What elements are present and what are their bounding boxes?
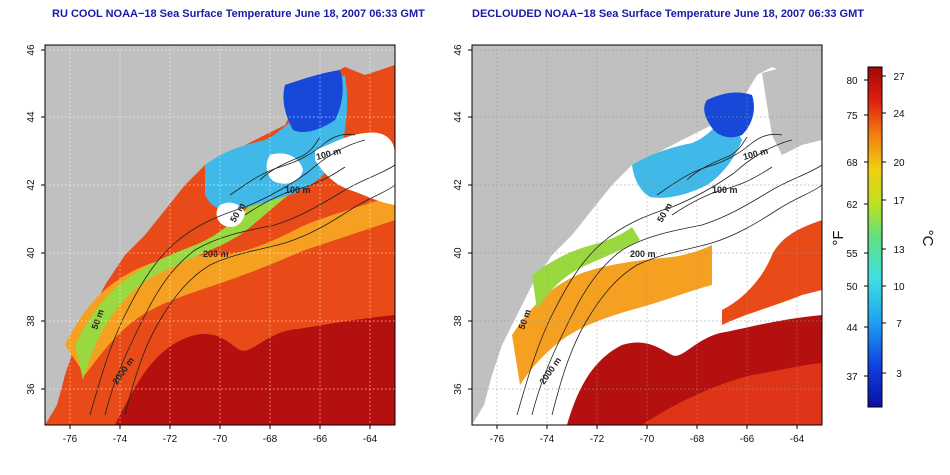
lon-tick-label: -68 (690, 434, 705, 445)
lon-tick-label: -70 (213, 434, 228, 445)
contour-label-100m: 100 m (285, 185, 311, 195)
fahrenheit-tick: 37 (846, 372, 858, 383)
mid-temperature-band (512, 245, 712, 385)
fahrenheit-tick: 68 (846, 158, 858, 169)
celsius-tick: 3 (896, 369, 902, 380)
cloud-mask-region (266, 153, 303, 184)
lat-tick-label: 46 (26, 44, 37, 56)
shelf-water-band (532, 227, 640, 310)
cold-water-patch (283, 70, 343, 132)
right-map-title: DECLOUDED NOAA−18 Sea Surface Temperatur… (472, 8, 864, 20)
lon-tick-label: -76 (490, 434, 505, 445)
lon-tick-label: -76 (63, 434, 78, 445)
celsius-tick: 20 (893, 158, 905, 169)
fahrenheit-tick: 55 (846, 249, 858, 260)
lon-tick-label: -72 (163, 434, 178, 445)
lon-tick-label: -70 (640, 434, 655, 445)
contour-label-200m: 200 m (630, 249, 656, 259)
celsius-tick: 7 (896, 319, 902, 330)
fahrenheit-tick: 50 (846, 282, 858, 293)
lat-tick-label: 42 (453, 179, 464, 191)
fahrenheit-tick: 62 (846, 200, 858, 211)
lon-tick-label: -64 (363, 434, 378, 445)
lon-tick-label: -74 (540, 434, 555, 445)
lat-tick-label: 38 (453, 315, 464, 327)
fahrenheit-tick: 80 (846, 76, 858, 87)
left-lon-axis: -76 -74 -72 -70 -68 -66 -64 (63, 425, 378, 445)
temperature-colorbar: 80 75 68 62 55 50 44 37 27 24 20 17 13 1… (830, 66, 936, 408)
shelf-water-band (75, 177, 295, 380)
lat-tick-label: 36 (453, 383, 464, 395)
celsius-tick: 27 (893, 72, 905, 83)
fahrenheit-tick: 75 (846, 111, 858, 122)
lon-tick-label: -66 (740, 434, 755, 445)
lon-tick-label: -72 (590, 434, 605, 445)
celsius-tick: 13 (893, 245, 905, 256)
lat-tick-label: 38 (26, 315, 37, 327)
lat-tick-label: 44 (26, 111, 37, 123)
ocean-warm-area (642, 363, 822, 425)
left-map-title: RU COOL NOAA−18 Sea Surface Temperature … (52, 8, 425, 20)
lon-tick-label: -68 (263, 434, 278, 445)
contour-label-100m: 100 m (712, 185, 738, 195)
gulf-of-maine-cool-water (632, 115, 742, 198)
cloud-mask-region (216, 202, 245, 227)
celsius-axis-label: °C (919, 230, 936, 247)
cold-water-patch (704, 92, 754, 138)
graticule (472, 45, 822, 425)
celsius-tick: 24 (893, 109, 905, 120)
celsius-tick: 10 (893, 282, 905, 293)
lat-tick-label: 42 (26, 179, 37, 191)
right-lat-axis: 36 38 40 42 44 46 (453, 44, 472, 395)
right-lon-axis: -76 -74 -72 -70 -68 -66 -64 (490, 425, 805, 445)
gulf-stream-warm-core (115, 315, 395, 425)
colorbar-gradient (867, 66, 883, 408)
celsius-tick: 17 (893, 196, 905, 207)
mid-temperature-band (65, 195, 395, 375)
lat-tick-label: 36 (26, 383, 37, 395)
right-map-panel: 100 m 100 m 50 m 200 m 50 m 2000 m (471, 44, 823, 426)
lon-tick-label: -66 (313, 434, 328, 445)
lat-tick-label: 44 (453, 111, 464, 123)
cloud-mask-region (315, 132, 395, 205)
lon-tick-label: -64 (790, 434, 805, 445)
fahrenheit-axis-label: °F (830, 230, 847, 245)
contour-label-200m: 200 m (203, 249, 229, 259)
lat-tick-label: 46 (453, 44, 464, 56)
lon-tick-label: -74 (113, 434, 128, 445)
left-lat-axis: 36 38 40 42 44 46 (26, 44, 45, 395)
graticule (45, 45, 395, 425)
fahrenheit-tick: 44 (846, 323, 858, 334)
lat-tick-label: 40 (453, 247, 464, 259)
left-map-panel: 100 m 100 m 50 m 200 m 50 m 2000 m (44, 44, 396, 426)
lat-tick-label: 40 (26, 247, 37, 259)
